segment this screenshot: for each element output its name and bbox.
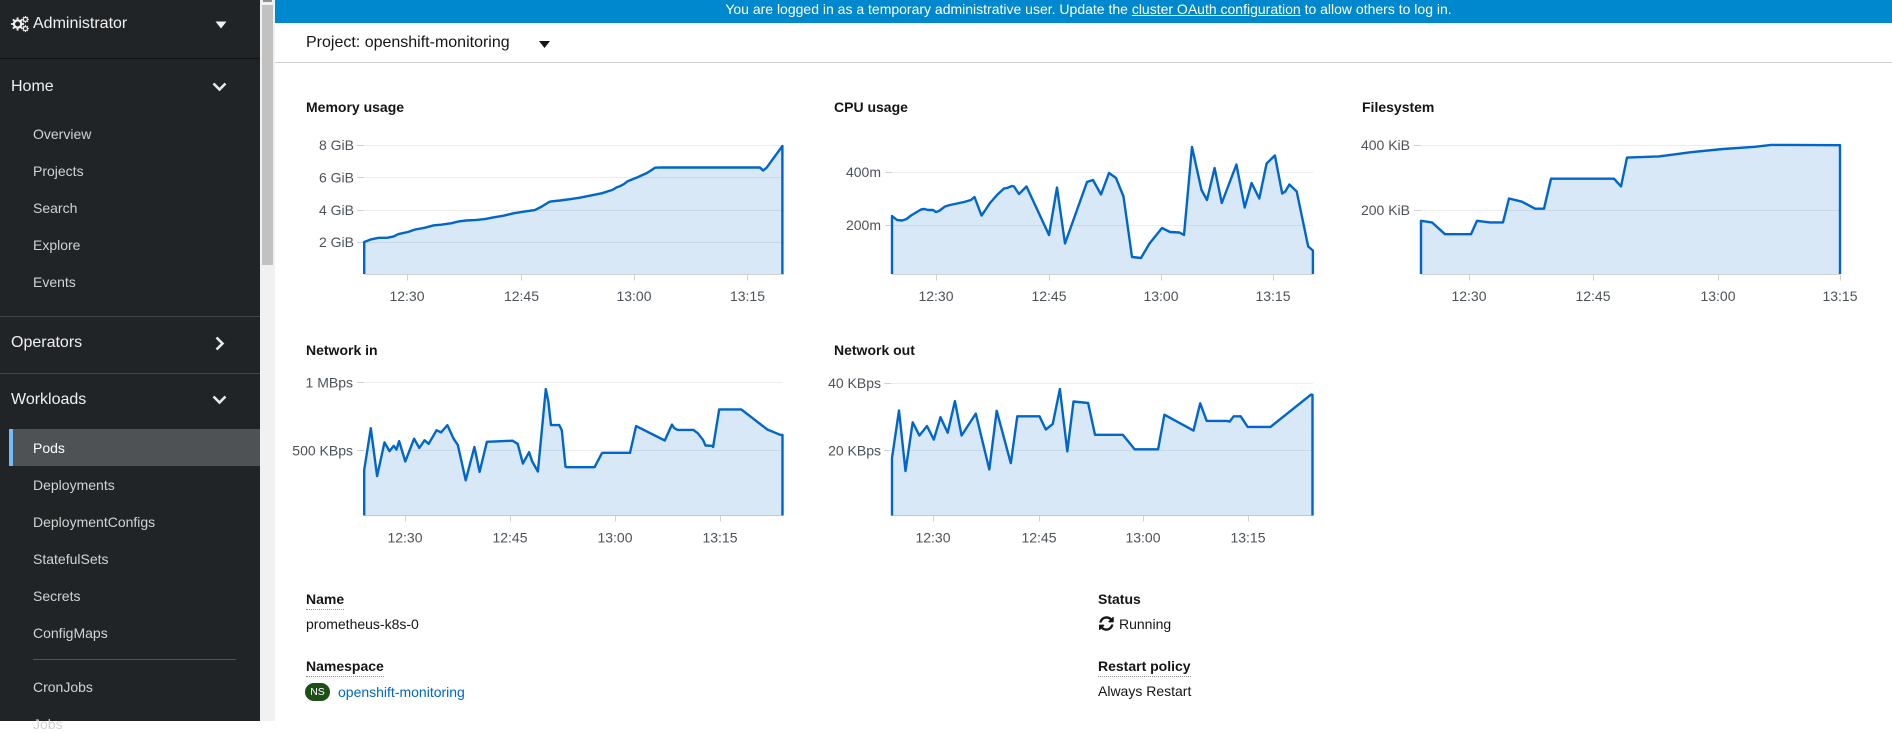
svg-text:8 GiB: 8 GiB (319, 137, 354, 153)
svg-text:12:30: 12:30 (915, 530, 950, 546)
svg-text:12:45: 12:45 (504, 288, 539, 304)
svg-text:12:45: 12:45 (1575, 288, 1610, 304)
svg-text:200 KiB: 200 KiB (1361, 202, 1410, 218)
svg-text:2 GiB: 2 GiB (319, 234, 354, 250)
svg-text:1 MBps: 1 MBps (306, 375, 353, 391)
svg-text:12:45: 12:45 (1021, 530, 1056, 546)
svg-text:13:00: 13:00 (1700, 288, 1735, 304)
svg-text:13:00: 13:00 (1125, 530, 1160, 546)
svg-text:200m: 200m (846, 217, 881, 233)
svg-text:12:30: 12:30 (1451, 288, 1486, 304)
svg-text:12:45: 12:45 (492, 530, 527, 546)
svg-text:13:15: 13:15 (730, 288, 765, 304)
svg-text:13:15: 13:15 (702, 530, 737, 546)
svg-text:12:45: 12:45 (1031, 288, 1066, 304)
svg-text:13:00: 13:00 (616, 288, 651, 304)
svg-text:12:30: 12:30 (918, 288, 953, 304)
svg-text:400m: 400m (846, 164, 881, 180)
svg-text:40 KBps: 40 KBps (828, 375, 881, 391)
svg-text:20 KBps: 20 KBps (828, 443, 881, 459)
svg-text:13:00: 13:00 (1143, 288, 1178, 304)
svg-text:4 GiB: 4 GiB (319, 202, 354, 218)
svg-text:12:30: 12:30 (389, 288, 424, 304)
svg-text:500 KBps: 500 KBps (292, 443, 353, 459)
svg-text:13:15: 13:15 (1255, 288, 1290, 304)
svg-text:13:00: 13:00 (597, 530, 632, 546)
svg-text:13:15: 13:15 (1822, 288, 1857, 304)
svg-text:13:15: 13:15 (1230, 530, 1265, 546)
svg-text:400 KiB: 400 KiB (1361, 137, 1410, 153)
svg-text:6 GiB: 6 GiB (319, 170, 354, 186)
svg-text:12:30: 12:30 (387, 530, 422, 546)
